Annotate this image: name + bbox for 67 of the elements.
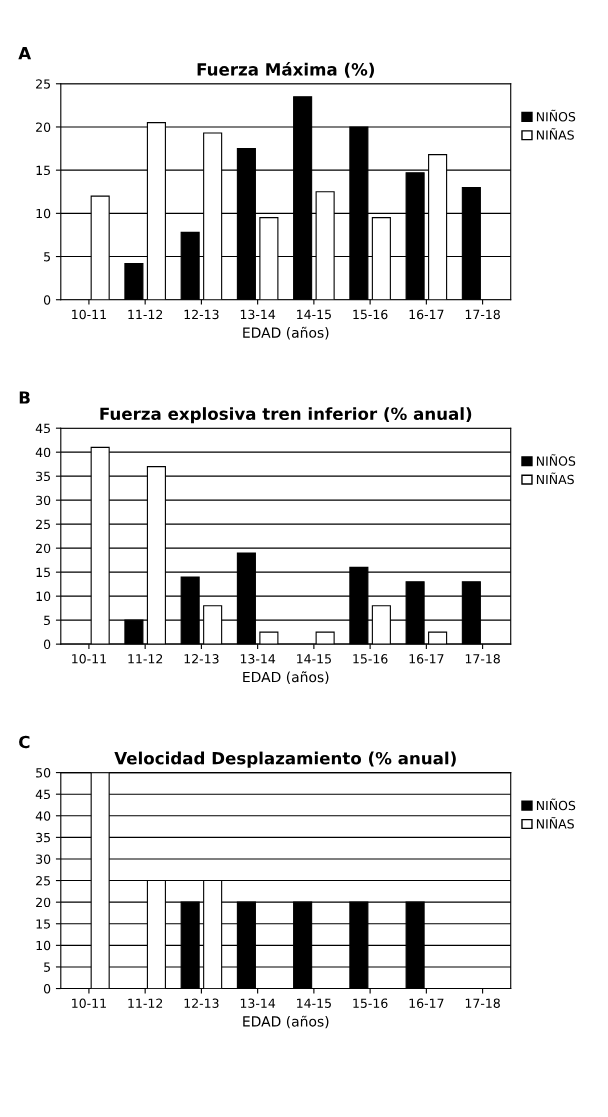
y-tick-label: 45	[35, 789, 50, 800]
legend-label: NIÑAS	[536, 472, 574, 485]
x-tick-label: 14-15	[297, 998, 331, 1008]
x-tick-label: 16-17	[409, 309, 444, 320]
x-tick-label: 10-11	[72, 309, 106, 320]
y-tick-label: 45	[35, 423, 50, 434]
y-tick-label: 20	[36, 122, 51, 132]
x-tick-label: 16-17	[409, 998, 444, 1008]
y-tick-label: 10	[36, 208, 51, 219]
y-tick-label: 25	[36, 519, 50, 530]
y-tick-label: 50	[36, 768, 51, 778]
x-tick-label: 12-13	[184, 998, 219, 1008]
y-tick-label: 0	[43, 295, 51, 305]
text: A	[18, 47, 32, 60]
x-tick-label: 11-12	[128, 309, 163, 319]
y-tick-label: 10	[36, 591, 51, 602]
legend-label: NIÑOS	[536, 109, 576, 122]
x-tick-label: 14-15	[297, 309, 331, 320]
y-tick-label: 30	[36, 854, 51, 864]
legend-label: NIÑOS	[536, 454, 576, 466]
y-tick-label: 25	[36, 79, 50, 89]
y-tick-label: 35	[36, 832, 50, 843]
y-tick-label: 30	[36, 495, 51, 506]
y-tick-label: 25	[36, 876, 50, 886]
y-tick-label: 35	[36, 471, 50, 482]
x-tick-label: 13-14	[240, 998, 276, 1008]
x-tick-label: 15-16	[353, 309, 388, 320]
x-axis-title: EDAD (años)	[243, 326, 329, 340]
x-tick-label: 10-11	[72, 654, 106, 664]
y-tick-label: 5	[44, 615, 50, 626]
y-tick-label: 20	[36, 897, 51, 908]
y-tick-label: 15	[36, 165, 50, 176]
x-tick-label: 11-12	[128, 654, 163, 664]
y-tick-label: 15	[36, 567, 50, 578]
text: B	[19, 391, 30, 404]
x-axis-title: EDAD (años)	[243, 1015, 329, 1029]
x-tick-label: 13-14	[240, 309, 276, 320]
x-tick-label: 15-16	[353, 654, 388, 664]
y-tick-label: 20	[36, 543, 51, 554]
y-tick-label: 0	[43, 639, 51, 650]
x-tick-label: 16-17	[409, 654, 444, 664]
x-tick-label: 12-13	[184, 654, 219, 664]
x-axis-title: EDAD (años)	[243, 671, 329, 684]
x-tick-label: 11-12	[128, 998, 163, 1008]
x-tick-label: 10-11	[72, 998, 106, 1008]
x-tick-label: 17-18	[465, 654, 500, 664]
x-tick-label: 14-15	[297, 654, 331, 664]
x-tick-label: 17-18	[465, 309, 500, 320]
chart-title: Velocidad Desplazamiento (% anual)	[114, 751, 456, 768]
legend-label: NIÑAS	[536, 816, 574, 829]
legend-label: NIÑOS	[536, 798, 576, 811]
y-tick-label: 15	[36, 919, 50, 929]
bar	[124, 262, 144, 300]
y-tick-label: 40	[35, 811, 51, 821]
text: C	[19, 735, 30, 749]
y-tick-label: 0	[43, 984, 51, 994]
y-tick-label: 40	[35, 447, 51, 458]
y-tick-label: 5	[44, 962, 50, 972]
y-tick-label: 5	[44, 252, 50, 262]
x-tick-label: 12-13	[184, 309, 219, 320]
chart-title: Fuerza explosiva tren inferior (% anual)	[100, 407, 472, 424]
x-tick-label: 15-16	[353, 998, 388, 1008]
legend-label: NIÑAS	[536, 128, 574, 140]
chart-title: Fuerza Máxima (%)	[197, 62, 374, 78]
x-tick-label: 17-18	[465, 998, 500, 1008]
x-tick-label: 13-14	[240, 654, 276, 664]
y-tick-label: 10	[36, 940, 51, 951]
